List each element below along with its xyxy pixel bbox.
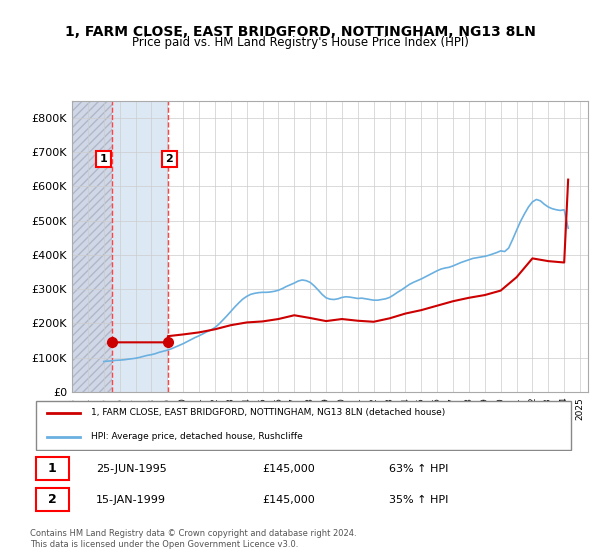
- FancyBboxPatch shape: [35, 457, 68, 480]
- Text: Contains HM Land Registry data © Crown copyright and database right 2024.
This d: Contains HM Land Registry data © Crown c…: [30, 529, 356, 549]
- FancyBboxPatch shape: [35, 488, 68, 511]
- Text: 1: 1: [48, 463, 56, 475]
- Text: Price paid vs. HM Land Registry's House Price Index (HPI): Price paid vs. HM Land Registry's House …: [131, 36, 469, 49]
- Bar: [72, 101, 112, 392]
- Bar: [112, 101, 168, 392]
- Text: 1, FARM CLOSE, EAST BRIDGFORD, NOTTINGHAM, NG13 8LN (detached house): 1, FARM CLOSE, EAST BRIDGFORD, NOTTINGHA…: [91, 408, 445, 418]
- FancyBboxPatch shape: [35, 402, 571, 450]
- Text: £145,000: £145,000: [262, 494, 314, 505]
- Text: 1, FARM CLOSE, EAST BRIDGFORD, NOTTINGHAM, NG13 8LN: 1, FARM CLOSE, EAST BRIDGFORD, NOTTINGHA…: [65, 25, 535, 39]
- Bar: [72, 101, 112, 392]
- Text: 2: 2: [166, 154, 173, 164]
- Text: 63% ↑ HPI: 63% ↑ HPI: [389, 464, 448, 474]
- Text: 1: 1: [100, 154, 107, 164]
- Text: 15-JAN-1999: 15-JAN-1999: [96, 494, 166, 505]
- Text: 25-JUN-1995: 25-JUN-1995: [96, 464, 167, 474]
- Text: 2: 2: [48, 493, 56, 506]
- Text: HPI: Average price, detached house, Rushcliffe: HPI: Average price, detached house, Rush…: [91, 432, 302, 441]
- Text: 35% ↑ HPI: 35% ↑ HPI: [389, 494, 448, 505]
- Text: £145,000: £145,000: [262, 464, 314, 474]
